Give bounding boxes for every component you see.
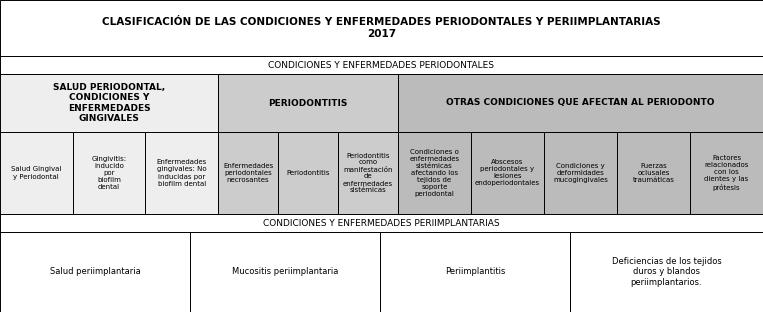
Bar: [398, 132, 471, 214]
Bar: [471, 132, 544, 214]
Bar: [617, 132, 690, 214]
Bar: [72, 132, 145, 214]
Text: Salud periimplantaria: Salud periimplantaria: [50, 267, 140, 276]
Text: Factores
relacionados
con los
dientes y las
prótesis: Factores relacionados con los dientes y …: [704, 155, 749, 191]
Bar: [0, 132, 72, 214]
Text: Mucositis periimplantaria: Mucositis periimplantaria: [232, 267, 338, 276]
Bar: [544, 132, 617, 214]
Bar: [145, 132, 218, 214]
Bar: [690, 132, 763, 214]
Text: Gingivitis:
inducido
por
biofilm
dental: Gingivitis: inducido por biofilm dental: [92, 156, 127, 190]
Text: Salud Gingival
y Periodontal: Salud Gingival y Periodontal: [11, 167, 62, 179]
Text: Abscesos
periodontales y
lesiones
endoperiodontales: Abscesos periodontales y lesiones endope…: [475, 159, 540, 187]
Bar: [0, 214, 763, 232]
Text: CONDICIONES Y ENFERMEDADES PERIODONTALES: CONDICIONES Y ENFERMEDADES PERIODONTALES: [269, 61, 494, 70]
Text: CONDICIONES Y ENFERMEDADES PERIIMPLANTARIAS: CONDICIONES Y ENFERMEDADES PERIIMPLANTAR…: [263, 218, 500, 227]
Text: Enfermedades
gingivales: No
inducidas por
biofilm dental: Enfermedades gingivales: No inducidas po…: [156, 159, 207, 187]
Text: Periimplantitis: Periimplantitis: [445, 267, 505, 276]
Bar: [218, 74, 398, 132]
Text: Periodontitis: Periodontitis: [286, 170, 330, 176]
Text: OTRAS CONDICIONES QUE AFECTAN AL PERIODONTO: OTRAS CONDICIONES QUE AFECTAN AL PERIODO…: [446, 99, 715, 108]
Text: Enfermedades
periodontales
necrosantes: Enfermedades periodontales necrosantes: [223, 163, 273, 183]
Text: PERIODONTITIS: PERIODONTITIS: [269, 99, 348, 108]
Bar: [0, 56, 763, 74]
Bar: [190, 232, 380, 312]
Text: Condiciones y
deformidades
mucogingivales: Condiciones y deformidades mucogingivale…: [553, 163, 608, 183]
Bar: [570, 232, 763, 312]
Bar: [218, 132, 278, 214]
Text: Condiciones o
enfermedades
sistémicas
afectando los
tejidos de
soporte
periodont: Condiciones o enfermedades sistémicas af…: [410, 149, 459, 197]
Bar: [398, 74, 763, 132]
Text: CLASIFICACIÓN DE LAS CONDICIONES Y ENFERMEDADES PERIODONTALES Y PERIIMPLANTARIAS: CLASIFICACIÓN DE LAS CONDICIONES Y ENFER…: [102, 17, 661, 39]
Bar: [0, 232, 190, 312]
Bar: [0, 74, 218, 132]
Text: Periodontitis
como
manifestación
de
enfermedades
sistémicas: Periodontitis como manifestación de enfe…: [343, 153, 393, 193]
Bar: [278, 132, 338, 214]
Bar: [0, 0, 763, 56]
Text: SALUD PERIODONTAL,
CONDICIONES Y
ENFERMEDADES
GINGIVALES: SALUD PERIODONTAL, CONDICIONES Y ENFERME…: [53, 83, 165, 123]
Text: Deficiencias de los tejidos
duros y blandos
periimplantarios.: Deficiencias de los tejidos duros y blan…: [612, 257, 721, 287]
Bar: [380, 232, 570, 312]
Bar: [338, 132, 398, 214]
Text: Fuerzas
oclusales
traumáticas: Fuerzas oclusales traumáticas: [633, 163, 674, 183]
